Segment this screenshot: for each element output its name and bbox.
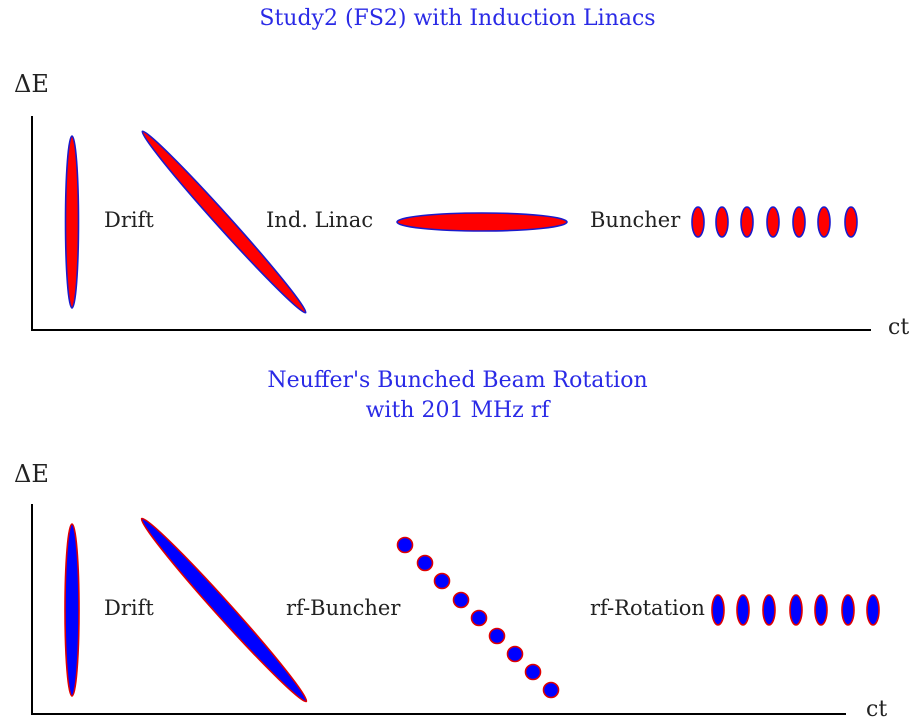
panel2-rotated-bunch-7 [866,594,880,626]
panel1-linac-ellipse [396,212,568,232]
panel2-drift-ellipse [64,523,80,697]
panel2-label-rf-rotation: rf-Rotation [590,596,705,620]
panel1-x-axis [31,329,871,331]
panel2-rotated-bunch-5 [814,594,828,626]
panel1-label-drift: Drift [104,208,154,232]
panel1-bunch-1 [691,206,705,238]
panel2-rf-bunch-3 [433,572,451,590]
panel2-x-axis-label: ct [866,697,888,722]
panel2-rf-bunch-5 [470,609,488,627]
panel2-rf-bunch-9 [542,681,560,699]
panel1-x-axis-label: ct [888,315,910,340]
panel1-drift-ellipse [64,135,80,309]
panel2-label-rf-buncher: rf-Buncher [286,596,401,620]
panel2-x-axis [31,713,846,715]
panel2-rotated-bunch-3 [762,594,776,626]
panel1-sheared-ellipse [141,130,307,314]
panel1-bunch-6 [817,206,831,238]
panel2-rf-bunch-2 [416,554,434,572]
panel2-rf-bunch-8 [524,663,542,681]
panel2-rf-bunch-6 [488,627,506,645]
panel1-bunch-7 [844,206,858,238]
panel2-title-line1: Neuffer's Bunched Beam Rotation [267,368,648,393]
panel1-label-buncher: Buncher [590,208,681,232]
panel2-label-drift: Drift [104,596,154,620]
panel1-bunch-3 [740,206,754,238]
panel2-rotated-bunch-2 [736,594,750,626]
panel2-title-line2: with 201 MHz rf [365,398,550,423]
panel2-rotated-bunch-6 [841,594,855,626]
panel2-rf-bunch-1 [396,536,414,554]
panel2-rf-bunch-7 [506,645,524,663]
panel2-rotated-bunch-4 [789,594,803,626]
panel2-rotated-bunch-1 [711,594,725,626]
panel1-bunch-4 [766,206,780,238]
panel2-rf-bunch-4 [452,591,470,609]
panel1-title: Study2 (FS2) with Induction Linacs [259,6,656,31]
panel1-y-axis-label: ΔE [14,70,49,98]
panel1-y-axis [31,116,33,330]
panel1-bunch-5 [792,206,806,238]
panel2-sheared-ellipse [140,517,308,703]
panel1-bunch-2 [715,206,729,238]
panel2-y-axis [31,504,33,715]
panel2-y-axis-label: ΔE [14,460,49,488]
panel1-label-induction-linac: Ind. Linac [266,208,374,232]
